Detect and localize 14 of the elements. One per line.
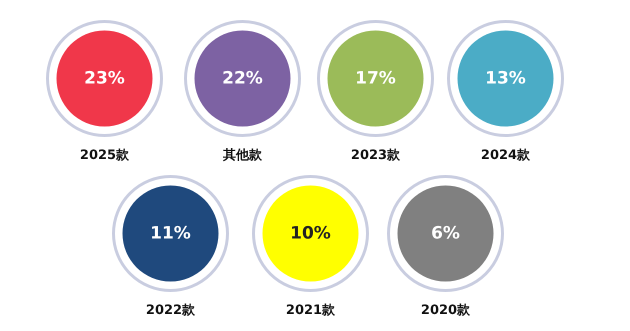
data-label: 22% [222,68,263,88]
category-label: 2023款 [350,148,402,163]
data-label: 6% [431,224,460,244]
data-label: 23% [84,68,125,88]
category-label: 其他款 [222,148,263,163]
data-label: 17% [355,68,396,88]
category-label: 2020款 [420,303,472,318]
data-label: 11% [150,224,191,244]
category-label: 2021款 [286,303,336,318]
category-label: 2024款 [480,148,532,163]
data-label: 10% [290,224,331,244]
category-label: 2025款 [80,148,130,163]
data-label: 13% [485,68,526,88]
category-label: 2022款 [146,303,196,318]
